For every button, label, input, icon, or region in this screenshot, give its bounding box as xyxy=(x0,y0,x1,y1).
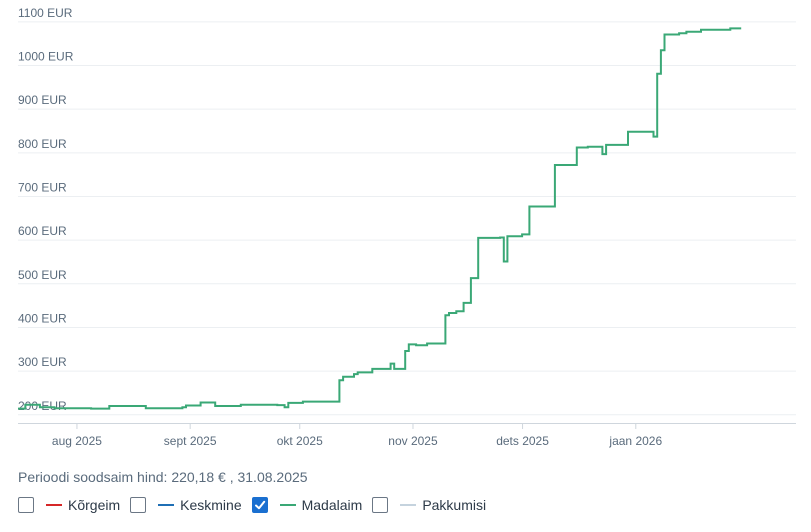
legend-item-madalaim[interactable]: Madalaim xyxy=(251,497,363,513)
legend-label-korgeim: Kõrgeim xyxy=(68,497,121,513)
y-tick-label: 900 EUR xyxy=(18,93,67,107)
checkbox-korgeim[interactable] xyxy=(18,497,34,513)
checkbox-madalaim[interactable] xyxy=(251,497,268,513)
y-tick-label: 600 EUR xyxy=(18,224,67,238)
x-tick-label: jaan 2026 xyxy=(608,434,662,448)
chart-legend: Kõrgeim Keskmine Madalaim Pakkumisi xyxy=(18,497,496,513)
legend-swatch-korgeim xyxy=(46,504,62,506)
y-tick-label: 1000 EUR xyxy=(18,50,74,64)
chart-gridlines xyxy=(18,21,796,416)
legend-item-keskmine[interactable]: Keskmine xyxy=(130,497,242,513)
y-tick-label: 500 EUR xyxy=(18,268,67,282)
lowest-price-summary: Perioodi soodsaim hind: 220,18 € , 31.08… xyxy=(18,469,308,485)
chart-series xyxy=(18,27,742,410)
legend-swatch-pakkumisi xyxy=(400,504,417,506)
x-tick-label: sept 2025 xyxy=(164,434,217,448)
legend-swatch-madalaim xyxy=(279,504,296,506)
x-tick-label: aug 2025 xyxy=(52,434,102,448)
price-history-chart: 200 EUR 300 EUR 400 EUR 500 EUR 600 EUR 700 E… xyxy=(18,6,796,448)
y-tick-label: 200 EUR xyxy=(18,399,67,413)
x-tick-label: okt 2025 xyxy=(277,434,323,448)
y-tick-label: 400 EUR xyxy=(18,311,67,325)
checkmark-icon xyxy=(254,500,265,510)
legend-item-pakkumisi[interactable]: Pakkumisi xyxy=(372,497,486,513)
x-axis: aug 2025 sept 2025 okt 2025 nov 2025 dets 20… xyxy=(18,423,796,448)
legend-label-madalaim: Madalaim xyxy=(301,497,363,513)
legend-label-pakkumisi: Pakkumisi xyxy=(422,497,487,513)
x-tick-label: nov 2025 xyxy=(388,434,438,448)
y-tick-label: 800 EUR xyxy=(18,137,67,151)
summary-value: 220,18 € , 31.08.2025 xyxy=(171,469,308,485)
legend-label-keskmine: Keskmine xyxy=(180,497,242,513)
y-tick-label: 700 EUR xyxy=(18,180,67,194)
checkbox-pakkumisi[interactable] xyxy=(372,497,389,513)
y-axis: 200 EUR 300 EUR 400 EUR 500 EUR 600 EUR 700 E… xyxy=(18,6,74,413)
legend-item-korgeim[interactable]: Kõrgeim xyxy=(18,497,120,513)
legend-swatch-keskmine xyxy=(158,504,175,506)
checkbox-keskmine[interactable] xyxy=(130,497,147,513)
summary-label: Perioodi soodsaim hind: xyxy=(18,469,168,485)
y-tick-label: 300 EUR xyxy=(18,355,67,369)
x-tick-label: dets 2025 xyxy=(496,434,549,448)
series-line-madalaim xyxy=(18,27,742,410)
y-tick-label: 1100 EUR xyxy=(18,6,73,20)
